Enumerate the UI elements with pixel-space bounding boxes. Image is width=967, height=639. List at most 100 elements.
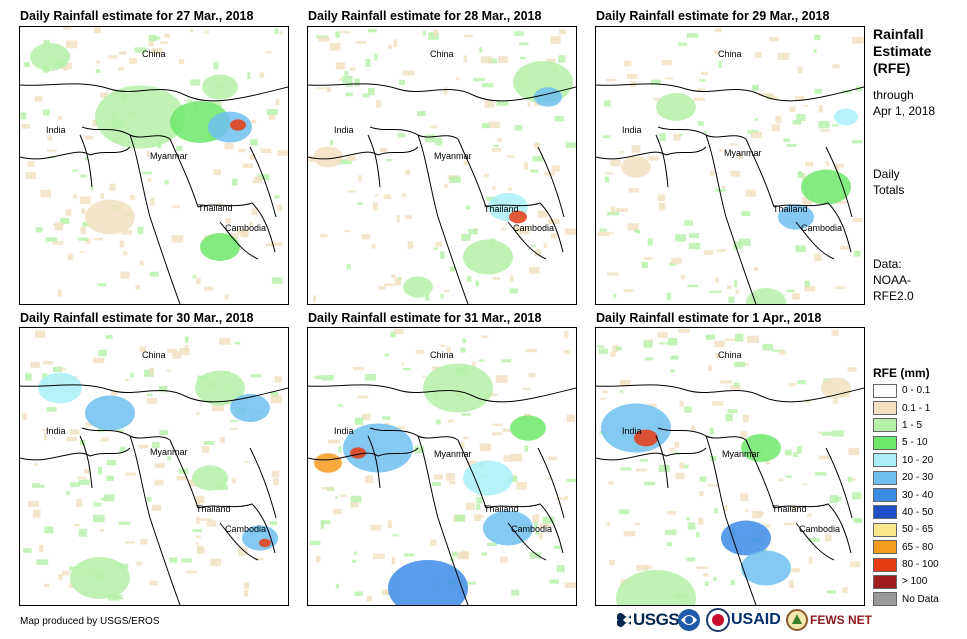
rain-speckle bbox=[98, 466, 102, 475]
legend-swatch bbox=[873, 557, 897, 572]
rain-speckle bbox=[709, 290, 722, 293]
rain-speckle bbox=[497, 138, 503, 143]
country-border bbox=[596, 447, 707, 461]
rain-speckle bbox=[819, 129, 831, 132]
rain-speckle bbox=[847, 367, 857, 372]
legend-swatch bbox=[873, 418, 897, 433]
rain-speckle bbox=[338, 78, 345, 81]
rain-speckle bbox=[715, 353, 721, 359]
rain-speckle bbox=[524, 445, 529, 452]
rain-speckle bbox=[532, 514, 540, 523]
rain-speckle bbox=[234, 341, 241, 345]
rain-speckle bbox=[803, 104, 808, 107]
rain-speckle bbox=[36, 559, 49, 565]
rain-speckle bbox=[690, 425, 696, 431]
rain-speckle bbox=[84, 157, 89, 161]
rainfall-map-graphic bbox=[20, 27, 288, 304]
rain-speckle bbox=[355, 41, 367, 44]
rain-speckle bbox=[785, 475, 792, 478]
rain-speckle bbox=[85, 421, 96, 427]
rain-speckle bbox=[466, 581, 476, 585]
rain-speckle bbox=[537, 210, 548, 218]
rain-speckle bbox=[265, 51, 272, 54]
rain-speckle bbox=[647, 339, 654, 342]
rain-speckle bbox=[402, 70, 415, 76]
rain-speckle bbox=[346, 264, 351, 270]
rain-speckle bbox=[677, 42, 688, 46]
rain-speckle bbox=[659, 342, 670, 345]
rain-speckle bbox=[645, 565, 653, 569]
rain-speckle bbox=[130, 372, 134, 378]
rain-speckle bbox=[378, 286, 386, 290]
rain-cell bbox=[463, 239, 513, 275]
country-border bbox=[20, 146, 131, 160]
rain-speckle bbox=[788, 382, 797, 387]
country-label-india: India bbox=[334, 125, 354, 135]
rain-speckle bbox=[122, 251, 128, 256]
country-border bbox=[705, 134, 757, 304]
rain-speckle bbox=[32, 509, 41, 518]
legend-label: 50 - 65 bbox=[902, 524, 934, 536]
rain-speckle bbox=[321, 487, 333, 490]
country-label-thailand: Thailand bbox=[773, 204, 808, 214]
rainfall-map-3: China India Myanmar Thailand Cambodia bbox=[595, 26, 865, 305]
rainfall-map-graphic bbox=[308, 329, 576, 605]
rain-speckle bbox=[249, 221, 253, 227]
rain-cell bbox=[746, 288, 786, 304]
rain-speckle bbox=[710, 456, 717, 462]
country-border bbox=[825, 447, 853, 519]
rain-speckle bbox=[90, 186, 94, 190]
rain-speckle bbox=[249, 154, 255, 160]
rain-speckle bbox=[492, 277, 500, 280]
rain-speckle bbox=[670, 369, 675, 373]
rain-speckle bbox=[501, 359, 512, 363]
country-border bbox=[657, 427, 747, 441]
rain-speckle bbox=[786, 143, 797, 147]
country-border bbox=[655, 134, 669, 188]
rain-speckle bbox=[725, 413, 733, 422]
rain-speckle bbox=[615, 346, 622, 351]
rain-speckle bbox=[271, 277, 283, 284]
sidebar-through-line1: through bbox=[873, 88, 914, 102]
rain-speckle bbox=[192, 529, 202, 533]
rain-speckle bbox=[596, 345, 605, 348]
rain-speckle bbox=[709, 427, 714, 435]
country-label-india: India bbox=[46, 125, 66, 135]
rain-speckle bbox=[712, 401, 724, 406]
rain-speckle bbox=[160, 41, 168, 45]
rain-speckle bbox=[316, 555, 321, 563]
rain-speckle bbox=[40, 189, 51, 198]
country-label-china: China bbox=[142, 49, 166, 59]
legend-swatch bbox=[873, 540, 897, 555]
rain-speckle bbox=[364, 374, 376, 381]
rain-speckle bbox=[624, 60, 632, 67]
country-border bbox=[169, 138, 199, 208]
rain-speckle bbox=[641, 261, 648, 268]
rain-speckle bbox=[615, 208, 628, 212]
rain-speckle bbox=[818, 105, 823, 113]
rain-speckle bbox=[35, 227, 43, 233]
country-border bbox=[219, 522, 259, 561]
rain-speckle bbox=[684, 406, 692, 413]
rain-speckle bbox=[361, 234, 371, 240]
rain-speckle bbox=[686, 517, 690, 521]
map-credit: Map produced by USGS/EROS bbox=[20, 616, 160, 627]
rain-speckle bbox=[814, 34, 821, 41]
rain-speckle bbox=[43, 109, 50, 116]
rain-speckle bbox=[852, 492, 862, 500]
rain-speckle bbox=[465, 205, 470, 210]
country-border bbox=[20, 447, 131, 461]
rain-speckle bbox=[25, 373, 32, 381]
rain-speckle bbox=[481, 552, 488, 556]
rain-speckle bbox=[444, 289, 450, 293]
rain-speckle bbox=[231, 178, 238, 186]
rainfall-map-1: China India Myanmar Thailand Cambodia bbox=[19, 26, 289, 305]
rain-speckle bbox=[603, 100, 611, 107]
rain-speckle bbox=[533, 143, 540, 146]
rain-speckle bbox=[374, 194, 379, 197]
rain-speckle bbox=[178, 59, 185, 64]
rain-speckle bbox=[795, 245, 806, 253]
legend-item: 65 - 80 bbox=[873, 539, 939, 556]
rain-speckle bbox=[666, 292, 671, 301]
rain-speckle bbox=[644, 481, 655, 486]
